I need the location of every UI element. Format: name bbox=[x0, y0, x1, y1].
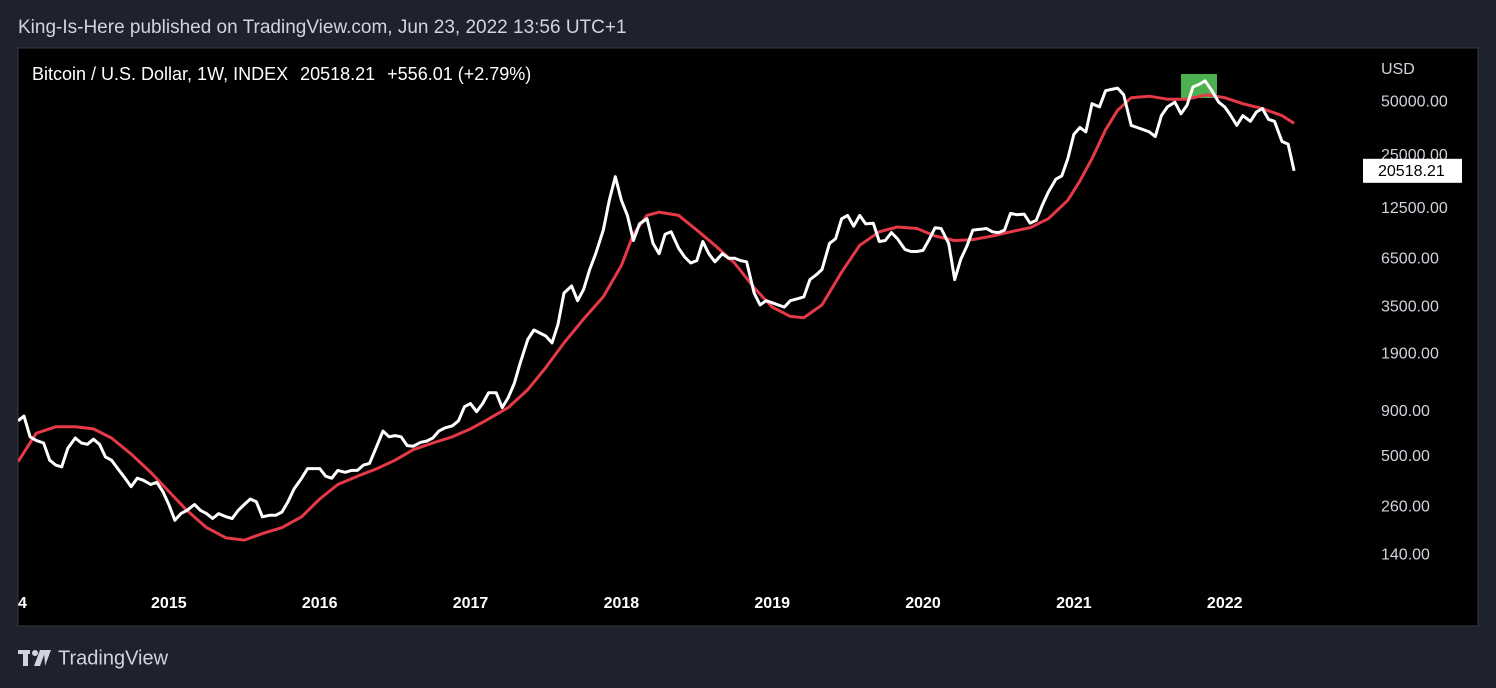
x-tick-label: 2016 bbox=[302, 595, 338, 612]
logo-part bbox=[32, 650, 38, 656]
x-tick-label: 2017 bbox=[453, 595, 489, 612]
brand: TradingView bbox=[58, 647, 169, 669]
price-tag-label: 20518.21 bbox=[1378, 163, 1445, 180]
price-line bbox=[18, 93, 1295, 542]
x-tick-label: 2020 bbox=[905, 595, 941, 612]
logo-part bbox=[44, 650, 51, 666]
last-price: 20518.21 bbox=[300, 64, 375, 84]
y-tick-label: 900.00 bbox=[1381, 403, 1430, 420]
x-tick-label: 14 bbox=[9, 595, 27, 612]
y-tick-label: 12500.00 bbox=[1381, 200, 1448, 217]
x-tick-label: 2019 bbox=[754, 595, 790, 612]
x-tick-label: 2015 bbox=[151, 595, 187, 612]
plot bbox=[18, 79, 1296, 542]
price-line bbox=[18, 79, 1296, 522]
x-tick-label: 2022 bbox=[1207, 595, 1243, 612]
x-tick-label: 2018 bbox=[604, 595, 640, 612]
y-tick-label: 1900.00 bbox=[1381, 345, 1439, 362]
y-tick-label: 500.00 bbox=[1381, 448, 1430, 465]
logo-part bbox=[23, 650, 28, 666]
x-axis: 14 2015 2016 2017 2018 2019 2020 2021 2022 bbox=[9, 595, 1243, 612]
symbol: Bitcoin / U.S. Dollar, 1W, INDEX bbox=[32, 64, 288, 84]
chart-title: Bitcoin / U.S. Dollar, 1W, INDEX 20518.21… bbox=[32, 64, 531, 84]
publish-info: King-Is-Here published on TradingView.co… bbox=[18, 17, 627, 38]
logo-part bbox=[34, 650, 46, 666]
y-tick-label: 3500.00 bbox=[1381, 298, 1439, 315]
y-tick-label: 140.00 bbox=[1381, 546, 1430, 563]
y-tick-label: 50000.00 bbox=[1381, 93, 1448, 110]
price-change: +556.01 (+2.79%) bbox=[387, 64, 531, 84]
price-tag-bg bbox=[1363, 158, 1462, 183]
y-tick-label: 260.00 bbox=[1381, 499, 1430, 516]
price-tag: 20518.21 bbox=[1363, 158, 1462, 183]
chart-panel bbox=[17, 47, 1479, 627]
x-tick-label: 2021 bbox=[1056, 595, 1092, 612]
logo bbox=[18, 650, 51, 666]
axis-unit: USD bbox=[1381, 61, 1415, 78]
y-tick-label: 6500.00 bbox=[1381, 251, 1439, 268]
